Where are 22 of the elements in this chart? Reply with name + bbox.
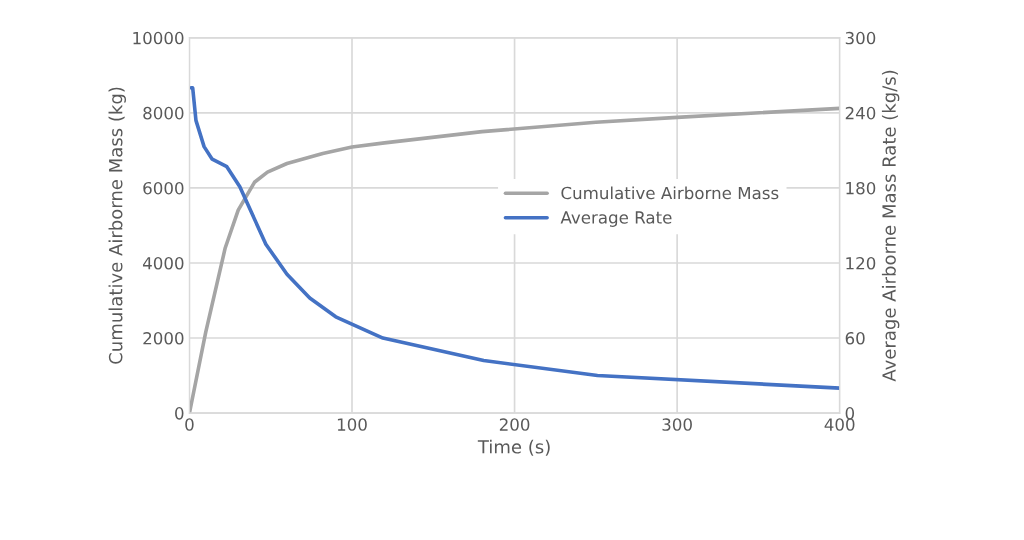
- y-tick-label: 6000: [143, 181, 184, 195]
- y2-tick-label: 60: [845, 332, 865, 345]
- y-tick-label: 8000: [143, 106, 184, 120]
- y-axis-title: Cumulative Airborne Mass (kg): [108, 87, 126, 364]
- y2-tick-label: 300: [845, 31, 876, 45]
- y2-tick-label: 240: [845, 106, 876, 120]
- y2-tick-label: 120: [846, 256, 876, 270]
- y-tick-label: 0: [175, 407, 184, 420]
- x-tick-label: 100: [337, 418, 367, 431]
- x-tick-label: 300: [662, 418, 692, 431]
- x-axis-title: Time (s): [477, 439, 550, 456]
- y2-tick-label: 180: [846, 181, 876, 195]
- x-tick-label: 400: [824, 418, 855, 431]
- y2-tick-label: 0: [845, 407, 855, 420]
- y-tick-label: 2000: [143, 332, 184, 345]
- y-tick-label: 4000: [142, 256, 184, 270]
- y2-axis-title: Average Airborne Mass Rate (kg/s): [881, 70, 900, 382]
- x-tick-label: 0: [185, 418, 194, 431]
- legend-label: Cumulative Airborne Mass: [561, 186, 779, 200]
- legend-label: Average Rate: [560, 211, 672, 227]
- y-tick-label: 10000: [133, 31, 184, 45]
- x-tick-label: 200: [499, 418, 530, 431]
